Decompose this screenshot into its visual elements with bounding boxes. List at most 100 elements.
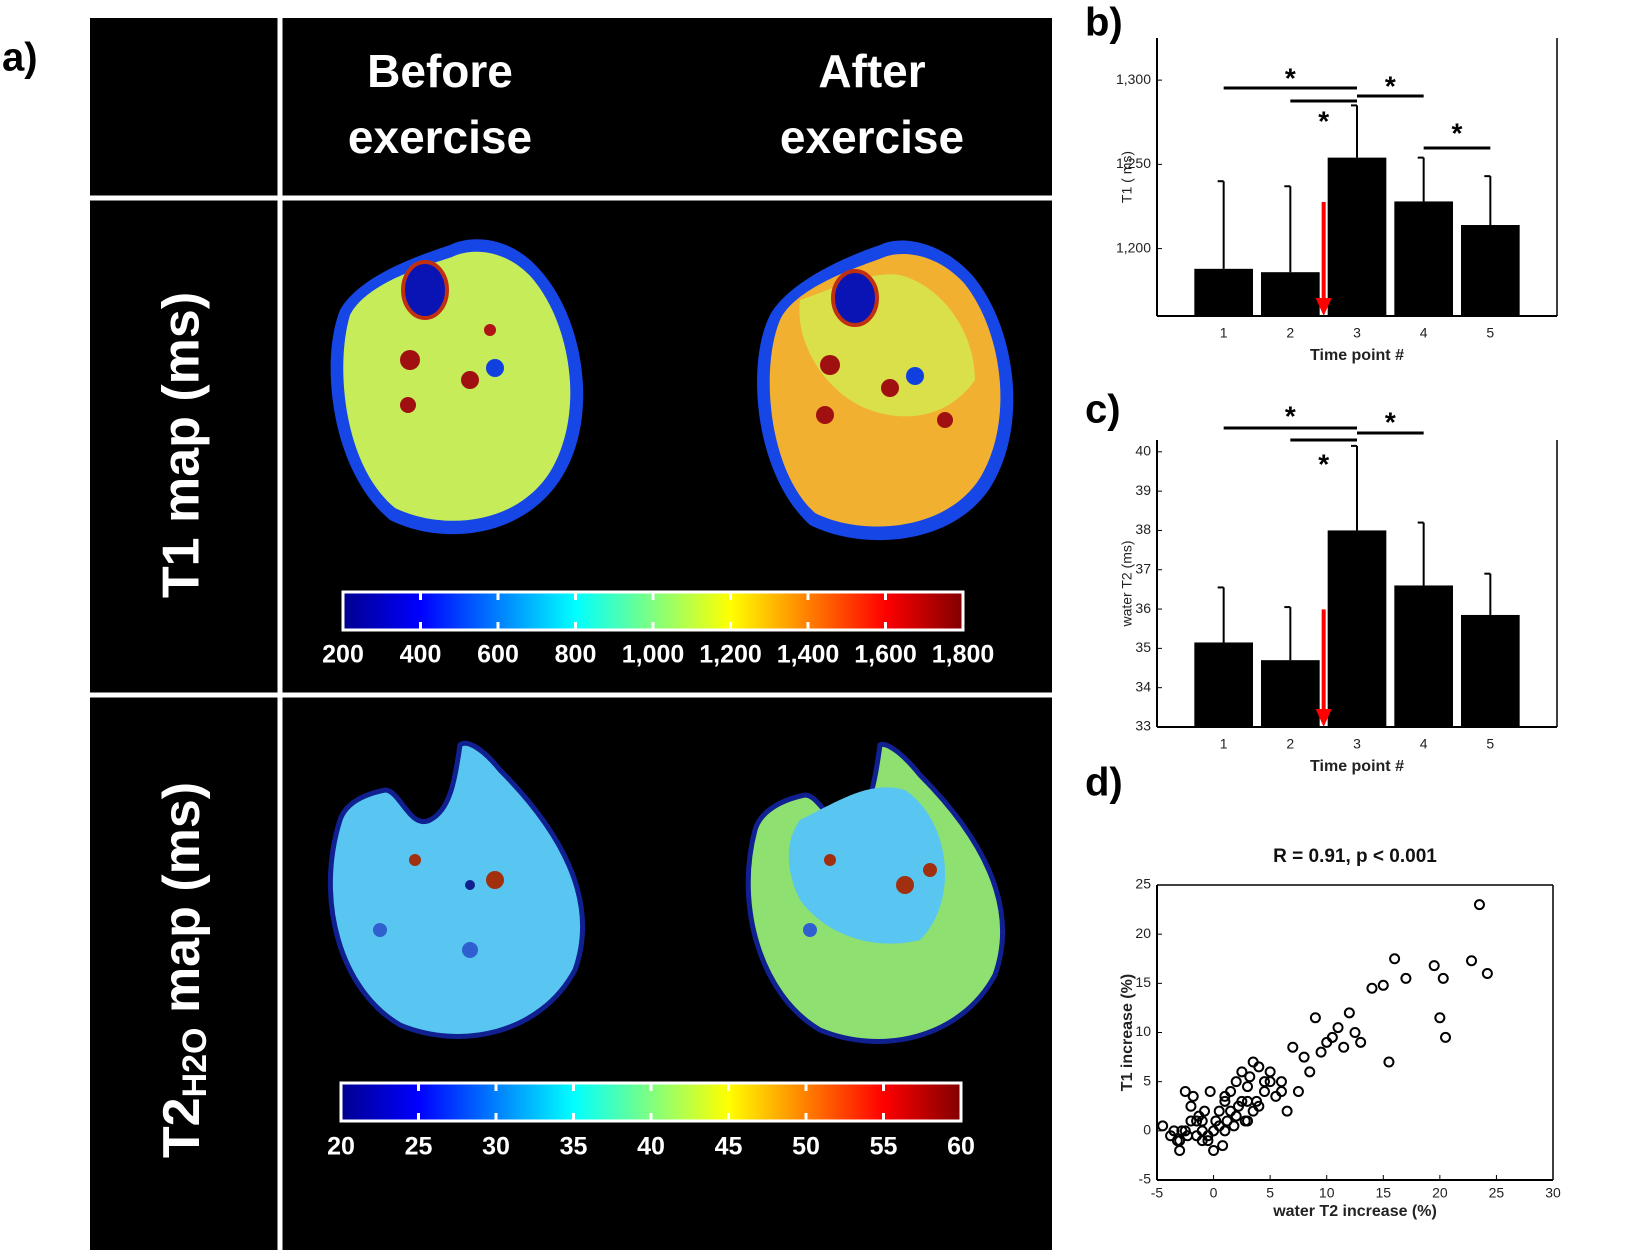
exercise-arrow-head bbox=[1315, 298, 1332, 316]
scatter-point bbox=[1208, 1145, 1220, 1156]
colorbar-tick-label: 30 bbox=[482, 1133, 510, 1161]
significance-star: * bbox=[1385, 70, 1396, 101]
x-tick-label: 15 bbox=[1375, 1185, 1391, 1201]
t1-after-image bbox=[757, 240, 1014, 541]
scatter-point bbox=[1236, 1066, 1248, 1078]
colorbar-tick-label: 35 bbox=[560, 1133, 588, 1161]
y-tick-label: 40 bbox=[1135, 442, 1151, 458]
column-header: exercise bbox=[348, 111, 532, 163]
scatter-point bbox=[1466, 955, 1478, 967]
bar bbox=[1194, 642, 1253, 727]
bar bbox=[1261, 272, 1320, 316]
scatter-point bbox=[1287, 1041, 1299, 1053]
significance-star: * bbox=[1318, 448, 1329, 479]
scatter-point bbox=[1304, 1066, 1316, 1078]
row-label: T2H2O map (ms) bbox=[153, 782, 214, 1158]
x-tick-label: 1 bbox=[1220, 736, 1228, 752]
scatter-point bbox=[1309, 1012, 1321, 1024]
scatter-point bbox=[1275, 1076, 1287, 1088]
scatter-point bbox=[1219, 1090, 1231, 1102]
scatter-point bbox=[1321, 1036, 1333, 1048]
y-tick-label: 1,200 bbox=[1116, 239, 1151, 255]
colorbar-tick-label: 20 bbox=[327, 1133, 355, 1161]
t2-before-image bbox=[327, 740, 586, 1039]
scatter-point bbox=[1196, 1135, 1208, 1147]
panel-a bbox=[90, 18, 1052, 1250]
scatter-point bbox=[1473, 899, 1485, 911]
colorbar-tick-label: 45 bbox=[715, 1133, 743, 1161]
y-tick-label: 38 bbox=[1135, 521, 1151, 537]
scatter-point bbox=[1258, 1086, 1270, 1097]
x-tick-label: 3 bbox=[1353, 325, 1361, 341]
y-tick-label: -5 bbox=[1139, 1171, 1152, 1187]
x-tick-label: 25 bbox=[1489, 1185, 1505, 1201]
x-tick-label: 5 bbox=[1266, 1185, 1274, 1201]
scatter-point bbox=[1199, 1105, 1211, 1117]
colorbar-tick-label: 1,200 bbox=[699, 641, 762, 669]
x-tick-label: 5 bbox=[1486, 736, 1494, 752]
scatter-point bbox=[1204, 1086, 1216, 1097]
y-tick-label: 15 bbox=[1135, 974, 1151, 990]
significance-star: * bbox=[1285, 62, 1296, 93]
y-axis-label: water T2 (ms) bbox=[1119, 540, 1135, 627]
x-tick-label: 0 bbox=[1210, 1185, 1218, 1201]
colorbar-tick-label: 200 bbox=[322, 641, 364, 669]
x-tick-label: 20 bbox=[1432, 1185, 1448, 1201]
scatter-point bbox=[1191, 1130, 1203, 1142]
chart-title: R = 0.91, p < 0.001 bbox=[1273, 846, 1437, 867]
scatter-point bbox=[1185, 1115, 1197, 1127]
bar bbox=[1461, 614, 1520, 727]
y-tick-label: 0 bbox=[1143, 1122, 1151, 1138]
scatter-point bbox=[1326, 1031, 1338, 1043]
scatter-point bbox=[1196, 1115, 1208, 1127]
scatter-point bbox=[1219, 1095, 1231, 1107]
significance-star: * bbox=[1452, 117, 1463, 148]
scatter-point bbox=[1174, 1135, 1186, 1147]
scatter-point bbox=[1383, 1056, 1395, 1068]
y-tick-label: 1,300 bbox=[1116, 71, 1151, 87]
scatter-point bbox=[1179, 1125, 1191, 1137]
scatter-point bbox=[1275, 1086, 1287, 1097]
colorbar-tick-label: 25 bbox=[405, 1133, 433, 1161]
scatter-point bbox=[1481, 968, 1493, 979]
row-label: T1 map (ms) bbox=[153, 292, 211, 598]
scatter-point bbox=[1264, 1066, 1276, 1078]
x-tick-label: -5 bbox=[1151, 1185, 1164, 1201]
scatter-point bbox=[1242, 1115, 1254, 1127]
scatter-point bbox=[1264, 1076, 1276, 1088]
scatter-point bbox=[1281, 1105, 1293, 1117]
colorbar-tick-label: 400 bbox=[400, 641, 442, 669]
scatter-point bbox=[1247, 1105, 1259, 1117]
colorbar-tick-label: 1,600 bbox=[854, 641, 917, 669]
y-tick-label: 35 bbox=[1135, 639, 1151, 655]
row-label-part: T2 bbox=[153, 1097, 211, 1158]
bar bbox=[1194, 268, 1253, 316]
panel-label: c) bbox=[1085, 388, 1121, 432]
scatter-point bbox=[1168, 1125, 1180, 1137]
scatter-point bbox=[1179, 1086, 1191, 1097]
t1-before-image bbox=[330, 239, 584, 535]
y-tick-label: 25 bbox=[1135, 876, 1151, 892]
scatter-point bbox=[1298, 1051, 1310, 1063]
scatter-point bbox=[1230, 1110, 1242, 1122]
y-axis-label: T1 increase (%) bbox=[1119, 974, 1136, 1091]
y-tick-label: 37 bbox=[1135, 560, 1151, 576]
scatter-point bbox=[1437, 972, 1449, 984]
colorbar-tick-label: 40 bbox=[637, 1133, 665, 1161]
x-tick-label: 10 bbox=[1319, 1185, 1335, 1201]
scatter-point bbox=[1230, 1076, 1242, 1088]
bar bbox=[1261, 660, 1320, 727]
bar bbox=[1327, 530, 1387, 727]
y-tick-label: 36 bbox=[1135, 600, 1151, 616]
scatter-point bbox=[1332, 1022, 1344, 1034]
panel-background bbox=[90, 18, 1052, 1250]
colorbar-tick-label: 1,800 bbox=[932, 641, 995, 669]
scatter-point bbox=[1219, 1125, 1231, 1137]
x-tick-label: 4 bbox=[1420, 736, 1428, 752]
scatter-point bbox=[1157, 1120, 1169, 1132]
bar bbox=[1394, 585, 1453, 727]
scatter-point bbox=[1225, 1105, 1237, 1117]
scatter-point bbox=[1355, 1036, 1367, 1048]
scatter-point bbox=[1389, 953, 1401, 965]
